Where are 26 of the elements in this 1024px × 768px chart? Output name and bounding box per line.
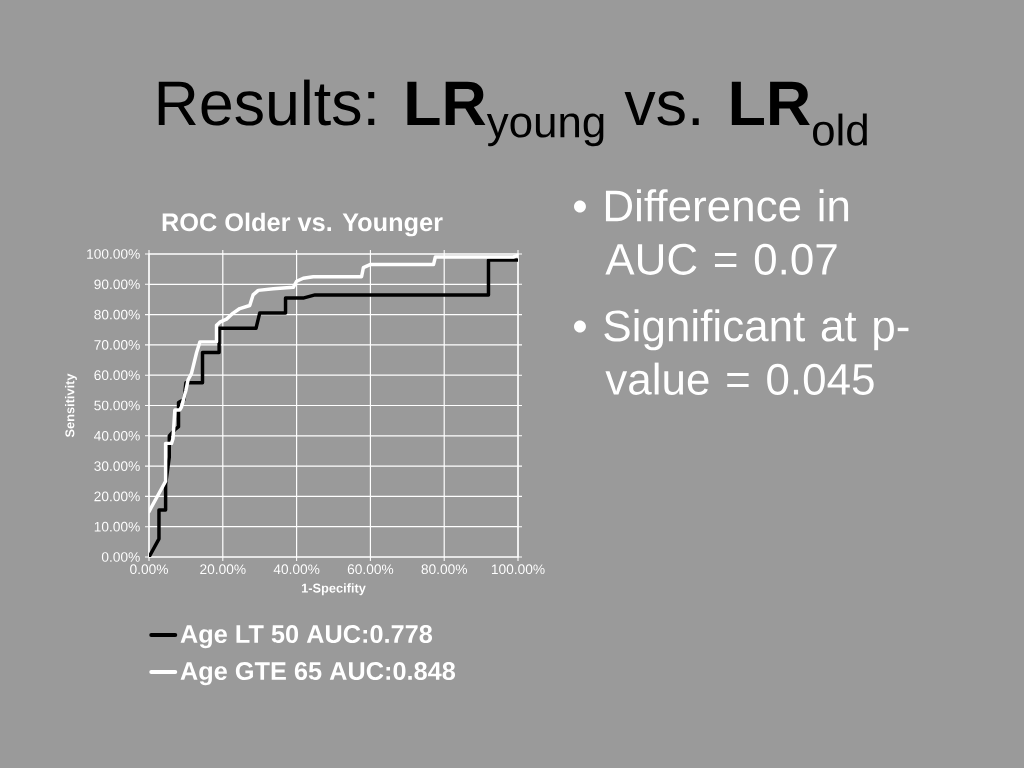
y-tick-label: 70.00% <box>94 340 140 350</box>
x-tick-label: 20.00% <box>200 564 246 575</box>
y-axis-title: Sensitivity <box>65 373 77 438</box>
legend-label: Age LT 50 AUC:0.778 <box>180 625 433 649</box>
y-tick-label: 10.00% <box>94 521 140 532</box>
x-tick-label: 40.00% <box>273 564 320 575</box>
y-tick-label: 80.00% <box>94 309 140 320</box>
chart-subtitle: ROC Older vs. Younger <box>162 212 443 237</box>
text: • Difference in AUC = 0.07 <box>574 189 849 275</box>
text: • Significant at p-value = 0.045 <box>574 309 909 395</box>
y-tick-label: 50.00% <box>94 400 140 411</box>
legend-label: Age GTE 65 AUC:0.848 <box>180 662 456 686</box>
x-tick-label: 60.00% <box>347 564 394 575</box>
y-tick-label: 40.00% <box>94 430 140 441</box>
line-series <box>149 258 518 557</box>
x-tick-label: 80.00% <box>421 564 468 575</box>
y-tick-label: 60.00% <box>94 370 140 381</box>
chart-title: Results: LR$_{young}$ vs. LR$_{old}$ <box>158 79 867 147</box>
y-tick-label: 100.00% <box>87 249 140 259</box>
x-tick-label: 100.00% <box>491 564 545 575</box>
y-tick-label: 90.00% <box>94 279 140 290</box>
y-tick-label: 30.00% <box>94 461 140 471</box>
y-tick-label: 20.00% <box>94 491 140 502</box>
x-tick-label: 0.00% <box>130 564 168 575</box>
y-tick-label: 0.00% <box>101 552 140 562</box>
x-axis-title: 1-Specifity <box>301 583 366 596</box>
